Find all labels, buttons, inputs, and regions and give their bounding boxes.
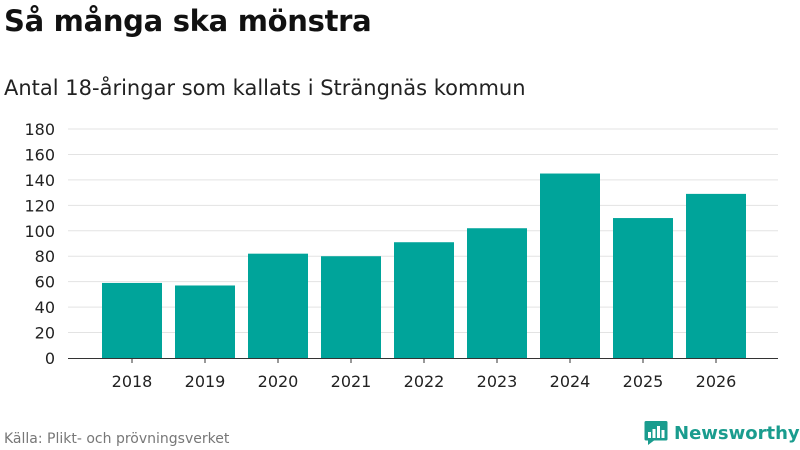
y-axis-tick-labels: 0 20 40 60 80 100 120 140 160 180 [24,120,55,368]
bar [613,218,673,358]
y-tick-label: 180 [24,120,55,139]
source-note: Källa: Plikt- och prövningsverket [4,431,230,447]
bar [248,253,308,358]
bars [102,173,746,358]
bar [321,256,381,358]
y-tick-label: 100 [24,222,55,241]
x-tick-label: 2018 [112,372,153,391]
x-axis-tick-labels: 2018 2019 2020 2021 2022 2023 2024 2025 2026 [112,372,737,391]
chart-subtitle: Antal 18-åringar som kallats i Strängnäs… [4,76,526,100]
bar [394,242,454,358]
bar [175,285,235,358]
x-tick-label: 2026 [696,372,737,391]
newsworthy-logo[interactable]: Newsworthy [644,420,800,446]
x-tick-label: 2024 [550,372,591,391]
chart-title: Så många ska mönstra [4,4,372,38]
y-tick-label: 160 [24,145,55,164]
y-tick-label: 20 [35,324,55,343]
y-tick-label: 40 [35,298,55,317]
x-tick-label: 2021 [331,372,372,391]
newsworthy-logo-icon [644,421,668,445]
x-tick-label: 2019 [185,372,226,391]
bar [686,193,746,358]
x-tick-label: 2022 [404,372,445,391]
bar [102,282,162,358]
y-tick-label: 0 [45,349,55,368]
bar [540,173,600,358]
y-tick-label: 80 [35,247,55,266]
x-tick-label: 2023 [477,372,518,391]
y-tick-label: 60 [35,273,55,292]
bar [467,228,527,358]
y-tick-label: 120 [24,196,55,215]
x-tick-label: 2020 [258,372,299,391]
x-axis [68,358,778,363]
y-tick-label: 140 [24,171,55,190]
brand-name: Newsworthy [674,422,800,444]
x-tick-label: 2025 [623,372,664,391]
